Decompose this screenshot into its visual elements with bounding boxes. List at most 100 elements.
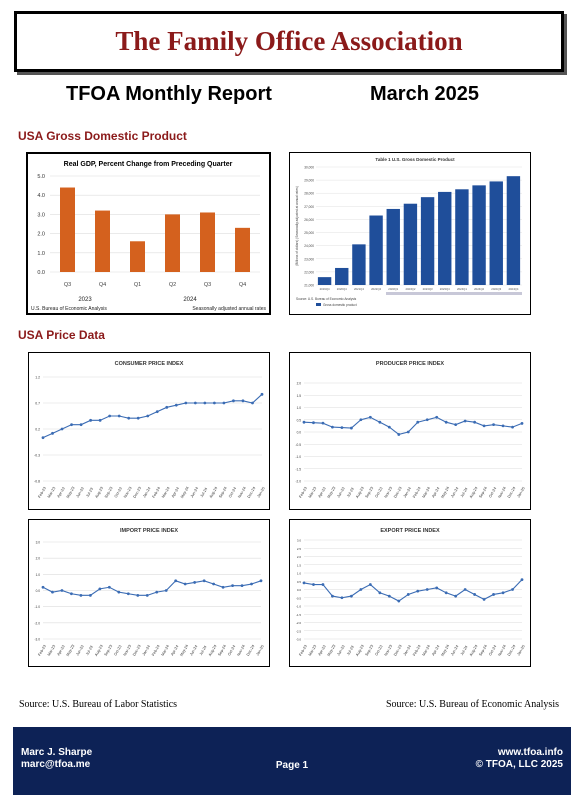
x-tick-label: Oct-24 [488,487,497,499]
chart-title: CONSUMER PRICE INDEX [115,361,184,367]
x-tick-label: Dec-24 [507,644,517,657]
data-point [51,590,54,594]
data-point [260,392,264,396]
author-email[interactable]: marc@tfoa.me [21,759,91,770]
y-tick-label: -2.0 [35,621,41,625]
data-point [359,588,363,591]
x-tick-label: May-23 [327,644,337,657]
x-tick-label: Mar-24 [422,486,431,498]
x-tick-label: 2019Q4 [320,287,330,291]
data-point [416,420,420,424]
x-tick-label: Jul-23 [346,645,355,656]
chart-title: IMPORT PRICE INDEX [120,528,178,534]
y-tick-label: 0.5 [297,580,302,584]
data-point [136,593,140,597]
x-tick-label: 2023Q1 [388,287,398,291]
y-tick-label: -1.5 [296,467,302,471]
data-point [70,592,73,596]
data-point [444,591,448,595]
x-tick-label: 2022Q4 [371,287,381,291]
y-tick-label: -0.8 [34,480,40,484]
y-axis-label: (Billions of dollars) (Seasonally adjust… [295,186,299,266]
x-tick-label: Oct-23 [374,645,383,657]
data-point [435,415,439,419]
y-tick-label: -3.0 [296,638,302,642]
data-point [41,585,45,589]
report-date: March 2025 [370,83,479,105]
data-point [425,588,429,591]
x-tick-label: May-23 [327,486,337,499]
y-tick-label: -2.0 [296,621,302,625]
bar [60,187,75,272]
bar [403,203,418,285]
data-point [312,421,315,425]
data-point [212,401,216,405]
x-tick-label: Jul-23 [85,487,94,498]
bar [335,267,349,285]
data-point [435,586,439,590]
x-tick-label: Jun-23 [75,644,84,656]
x-tick-label: Apr-24 [431,645,440,657]
x-tick-label: Q2 [169,282,176,288]
data-point [79,593,83,597]
x-tick-label: Q4 [239,282,246,288]
gdp-percent-chart: Real GDP, Percent Change from Preceding … [26,152,271,315]
year-label: 2024 [183,297,197,303]
cpi-chart: CONSUMER PRICE INDEX -0.8 -0.3 0.2 0.7 1.2 Feb… [28,352,270,510]
y-tick-label: 2.5 [297,547,302,551]
page-number: Page 1 [275,760,309,771]
x-tick-label: Apr-23 [57,645,66,657]
x-tick-label: Apr-23 [57,487,66,499]
y-tick-label: 0.0 [297,431,302,435]
y-tick-label: 2.0 [37,232,45,238]
import-price-chart: IMPORT PRICE INDEX -3.0 -2.0 -1.0 0.0 1.0 2.0 3… [28,519,270,667]
copyright: © TFOA, LLC 2025 [475,759,563,770]
data-point [349,594,353,598]
association-banner: The Family Office Association [14,11,564,72]
y-tick-label: 22,000 [304,270,314,274]
x-tick-label: Mar-24 [161,486,170,498]
x-tick-label: Sep-24 [217,644,227,657]
gdp-percent-chart-svg: Real GDP, Percent Change from Preceding … [31,161,266,312]
y-tick-label: 3.0 [37,212,45,218]
x-tick-label: Mar-23 [308,644,317,656]
data-point [108,414,112,418]
x-tick-label: Jan-24 [142,486,151,498]
y-tick-label: -2.0 [296,480,302,484]
x-tick-label: Aug-24 [208,644,218,657]
data-point [155,590,159,594]
data-point [387,594,391,598]
data-point [202,579,206,583]
x-tick-label: Jul-24 [200,487,209,498]
y-tick-label: 0.5 [297,418,302,422]
y-tick-label: 3.0 [36,541,41,545]
y-tick-label: 0.7 [35,402,40,406]
x-tick-label: 2024Q3 [491,287,501,291]
data-point [520,422,524,425]
x-tick-label: Aug-24 [469,486,479,499]
bar [200,212,215,272]
data-point [482,598,486,601]
x-tick-label: Feb-23 [37,486,46,498]
data-point [482,424,486,428]
chart-title: PRODUCER PRICE INDEX [376,361,444,367]
x-tick-label: Apr-23 [318,487,327,499]
source-right: Source: U.S. Bureau of Economic Analysis [385,699,559,710]
x-tick-label: Feb-24 [151,644,160,656]
data-point [331,594,334,598]
data-point [349,426,353,430]
x-tick-label: Jun-23 [336,644,345,656]
data-point [41,436,45,440]
data-point [492,593,495,596]
y-tick-label: 27,000 [304,205,314,209]
x-tick-label: Apr-24 [171,487,180,499]
data-point [321,583,325,586]
x-tick-label: Q4 [99,282,106,288]
data-point [378,420,382,424]
x-tick-label: Mar-23 [308,486,317,498]
cpi-chart-svg: CONSUMER PRICE INDEX -0.8 -0.3 0.2 0.7 1.2 Feb… [34,361,266,499]
bar [369,215,383,285]
x-tick-label: Dec-23 [133,486,143,499]
data-point [331,425,334,429]
website-link[interactable]: www.tfoa.info [497,747,563,758]
